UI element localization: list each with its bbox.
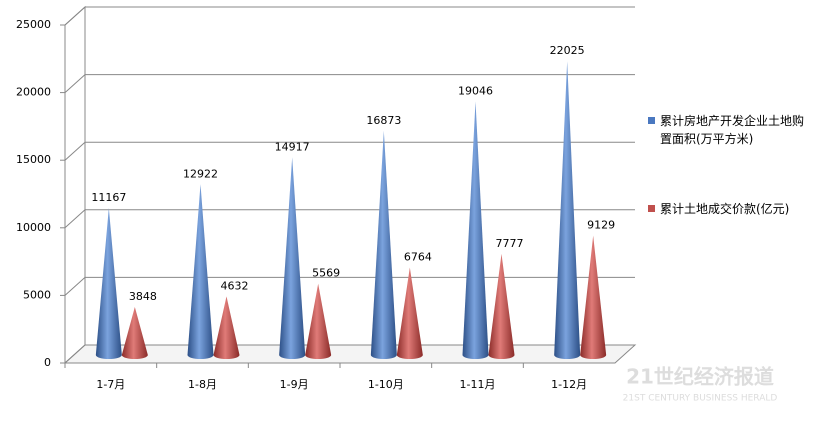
legend-swatch — [648, 117, 655, 124]
y-tick-label: 10000 — [16, 221, 51, 234]
y-tick-label: 5000 — [23, 288, 51, 301]
cone-body — [121, 306, 148, 359]
cone-body — [95, 208, 122, 359]
cone-body — [488, 253, 515, 359]
cone — [488, 253, 515, 359]
cone-body — [580, 235, 607, 359]
data-label: 6764 — [404, 251, 432, 264]
grid-line-side — [64, 277, 86, 296]
y-tick-label: 20000 — [16, 86, 51, 99]
x-tick-label: 1-7月 — [96, 378, 125, 391]
legend-label: 累计房地产开发企业土地购置面积(万平方米) — [660, 114, 805, 146]
grid-line-side — [64, 74, 86, 93]
data-label: 5569 — [312, 267, 340, 280]
x-tick-label: 1-9月 — [280, 378, 309, 391]
cone-body — [396, 267, 423, 359]
cone — [95, 208, 122, 359]
x-tick-label: 1-10月 — [368, 378, 404, 391]
cone — [279, 157, 306, 359]
cone — [187, 184, 214, 359]
x-tick-label: 1-11月 — [460, 378, 496, 391]
data-label: 4632 — [221, 279, 249, 292]
cone-body — [370, 130, 397, 359]
data-label: 16873 — [366, 114, 401, 127]
grid-line-side — [64, 344, 86, 364]
y-tick-label: 0 — [44, 356, 51, 369]
data-label: 9129 — [587, 219, 615, 232]
watermark: 21世纪经济报道 — [626, 365, 774, 389]
cone — [370, 130, 397, 359]
cone-body — [462, 101, 489, 359]
cone-body — [279, 157, 306, 359]
cone-body — [305, 283, 332, 359]
x-tick-label: 1-8月 — [188, 378, 217, 391]
cone-body — [213, 296, 240, 359]
data-label: 7777 — [496, 237, 524, 250]
cone — [121, 306, 148, 359]
cone — [580, 235, 607, 359]
x-tick-label: 1-12月 — [551, 378, 587, 391]
cone-body — [554, 61, 581, 360]
watermark-sub: 21ST CENTURY BUSINESS HERALD — [623, 394, 778, 404]
grid-line-side — [64, 209, 86, 229]
cone — [396, 267, 423, 359]
data-label: 19046 — [458, 84, 493, 97]
data-label: 3848 — [129, 290, 157, 303]
cone — [462, 101, 489, 359]
grid-line-side — [64, 141, 86, 161]
cone — [213, 296, 240, 359]
legend-item: 累计房地产开发企业土地购置面积(万平方米) — [648, 112, 810, 148]
legend-swatch — [648, 205, 655, 212]
data-label: 14917 — [275, 140, 310, 153]
cone-body — [187, 184, 214, 359]
cone — [305, 283, 332, 359]
data-label: 11167 — [91, 191, 126, 204]
cone — [554, 61, 581, 360]
legend-item: 累计土地成交价款(亿元) — [648, 200, 810, 218]
y-tick-label: 25000 — [16, 18, 51, 31]
plot-frame — [63, 5, 637, 365]
data-label: 12922 — [183, 167, 218, 180]
grid-line-side — [64, 6, 86, 26]
legend-label: 累计土地成交价款(亿元) — [660, 202, 790, 216]
y-tick-label: 15000 — [16, 153, 51, 166]
data-label: 22025 — [550, 44, 585, 57]
